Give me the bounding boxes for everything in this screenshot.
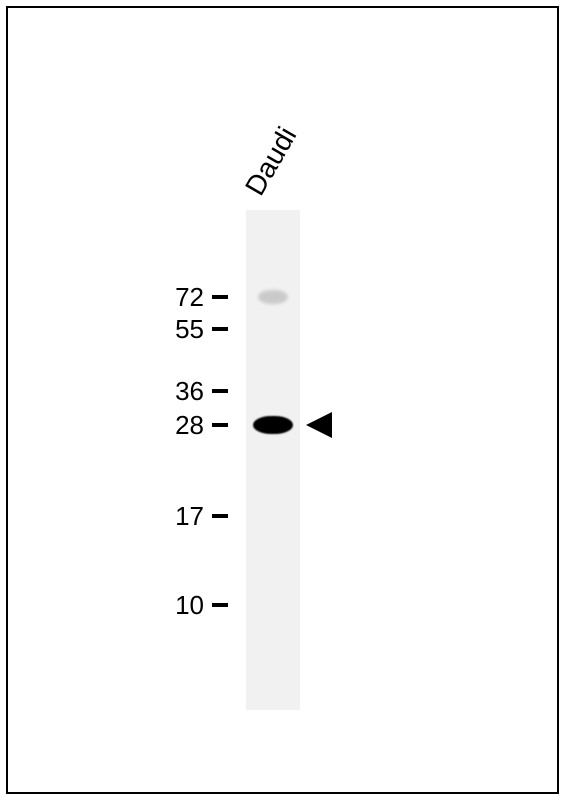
image-frame: Daudi 72 55 36 28 17 10	[6, 6, 559, 794]
band-pointer-arrow	[306, 412, 332, 438]
target-band	[253, 416, 293, 434]
marker-label: 28	[154, 412, 204, 438]
marker-tick	[212, 423, 228, 427]
marker-label: 55	[154, 316, 204, 342]
marker-label: 17	[154, 503, 204, 529]
marker-tick	[212, 514, 228, 518]
blot-lane	[246, 210, 300, 710]
background-band	[258, 290, 288, 304]
marker-tick	[212, 327, 228, 331]
marker-label: 10	[154, 592, 204, 618]
marker-tick	[212, 389, 228, 393]
marker-label: 72	[154, 284, 204, 310]
marker-tick	[212, 603, 228, 607]
marker-label: 36	[154, 378, 204, 404]
marker-tick	[212, 295, 228, 299]
lane-label: Daudi	[241, 123, 302, 200]
